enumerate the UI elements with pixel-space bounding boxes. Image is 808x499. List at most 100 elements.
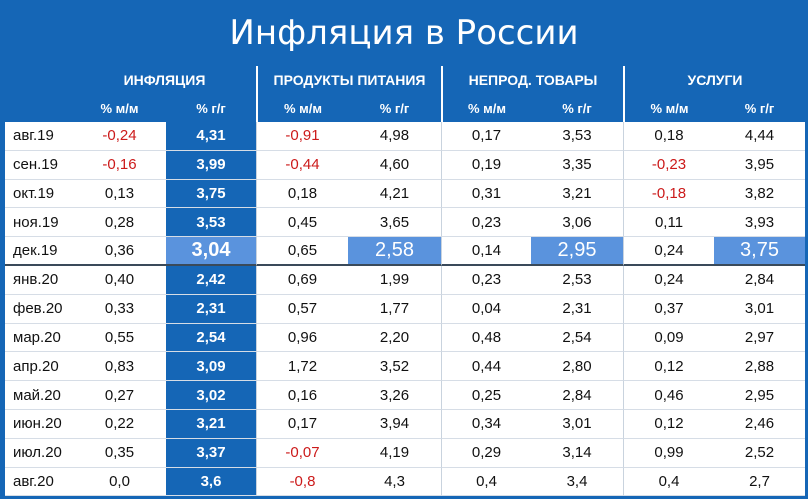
table-cell: 3,52 xyxy=(348,352,441,382)
table-cell: 3,94 xyxy=(348,410,441,439)
table-cell: 0,48 xyxy=(441,323,531,353)
table-cell: 4,19 xyxy=(348,439,441,468)
table-cell: 0,69 xyxy=(256,265,348,295)
table-cell: 2,84 xyxy=(714,266,805,295)
table-cell: 0,29 xyxy=(441,438,531,468)
row-label: янв.20 xyxy=(5,265,73,295)
table-cell: 0,04 xyxy=(441,294,531,324)
table-cell: 3,4 xyxy=(531,468,623,497)
table-cell: 0,35 xyxy=(73,439,166,468)
table-cell: 0,09 xyxy=(623,323,714,353)
table-cell: 0,83 xyxy=(73,352,166,382)
table-cell: 2,53 xyxy=(531,266,623,295)
table-cell: 0,23 xyxy=(441,208,531,238)
row-label: май.20 xyxy=(5,381,73,410)
table-cell: 0,36 xyxy=(73,237,166,266)
table-cell: 0,99 xyxy=(623,438,714,468)
subheader: % г/г xyxy=(531,94,623,122)
table-cell: 3,95 xyxy=(714,151,805,180)
table-cell: 2,46 xyxy=(714,410,805,439)
table-cell: 2,58 xyxy=(348,237,441,266)
table-cell: 3,04 xyxy=(166,237,256,266)
table-cell: 3,09 xyxy=(166,352,256,382)
table-cell: 0,24 xyxy=(623,265,714,295)
table-cell: -0,44 xyxy=(256,150,348,180)
table-cell: 2,84 xyxy=(531,381,623,410)
row-label: фев.20 xyxy=(5,294,73,324)
header-corner xyxy=(5,66,73,122)
table-cell: 0,31 xyxy=(441,179,531,209)
table-cell: 4,21 xyxy=(348,180,441,209)
table-cell: 0,18 xyxy=(623,122,714,151)
table-cell: -0,23 xyxy=(623,150,714,180)
table-cell: 2,97 xyxy=(714,324,805,353)
table-cell: 1,77 xyxy=(348,295,441,324)
table-cell: 0,0 xyxy=(73,468,166,497)
table-cell: 3,01 xyxy=(714,295,805,324)
subheader: % г/г xyxy=(348,94,441,122)
table-cell: 0,45 xyxy=(256,208,348,238)
subheader: % м/м xyxy=(441,94,531,122)
table-cell: 0,14 xyxy=(441,237,531,266)
table-cell: 0,17 xyxy=(256,409,348,439)
table-cell: 1,72 xyxy=(256,352,348,382)
group-header: НЕПРОД. ТОВАРЫ xyxy=(441,66,623,94)
table-cell: 2,80 xyxy=(531,352,623,382)
table-cell: 0,25 xyxy=(441,381,531,410)
table-cell: 2,95 xyxy=(714,381,805,410)
table-cell: 0,12 xyxy=(623,409,714,439)
table-cell: 2,54 xyxy=(531,324,623,353)
table-cell: 0,19 xyxy=(441,150,531,180)
table-cell: 3,14 xyxy=(531,439,623,468)
table-cell: 0,16 xyxy=(256,381,348,410)
table-cell: 3,01 xyxy=(531,410,623,439)
table-cell: 2,20 xyxy=(348,324,441,353)
table-cell: 2,31 xyxy=(166,294,256,324)
table-cell: 0,28 xyxy=(73,208,166,238)
table-cell: 2,42 xyxy=(166,265,256,295)
table-cell: 4,98 xyxy=(348,122,441,151)
table-cell: 4,44 xyxy=(714,122,805,151)
table-cell: 3,02 xyxy=(166,381,256,410)
table-cell: 3,99 xyxy=(166,150,256,180)
row-label: окт.19 xyxy=(5,179,73,209)
table-cell: 0,27 xyxy=(73,381,166,410)
table-cell: -0,91 xyxy=(256,122,348,151)
table-cell: 3,53 xyxy=(166,208,256,238)
table-cell: 3,37 xyxy=(166,438,256,468)
table-cell: 3,75 xyxy=(714,237,805,266)
table-cell: 0,22 xyxy=(73,410,166,439)
row-label: сен.19 xyxy=(5,150,73,180)
table-cell: 0,34 xyxy=(441,409,531,439)
subheader: % м/м xyxy=(256,94,348,122)
table-cell: 0,12 xyxy=(623,352,714,382)
table-cell: 0,24 xyxy=(623,237,714,266)
subheader: % м/м xyxy=(623,94,714,122)
table-grid: ИНФЛЯЦИЯ ПРОДУКТЫ ПИТАНИЯ НЕПРОД. ТОВАРЫ УС… xyxy=(5,66,805,497)
table-cell: -0,16 xyxy=(73,151,166,180)
row-label: мар.20 xyxy=(5,323,73,353)
table-cell: 2,88 xyxy=(714,352,805,382)
table-cell: 0,65 xyxy=(256,237,348,266)
table-cell: 0,4 xyxy=(623,467,714,497)
subheader: % г/г xyxy=(714,94,805,122)
table-cell: 3,93 xyxy=(714,208,805,238)
table-cell: 2,7 xyxy=(714,468,805,497)
table-cell: 3,21 xyxy=(166,409,256,439)
group-header: УСЛУГИ xyxy=(623,66,805,94)
table-cell: 0,13 xyxy=(73,180,166,209)
table-cell: 3,65 xyxy=(348,208,441,238)
table-cell: 3,53 xyxy=(531,122,623,151)
table-cell: -0,8 xyxy=(256,467,348,497)
table-cell: 0,44 xyxy=(441,352,531,382)
table-cell: 0,55 xyxy=(73,324,166,353)
row-label: июн.20 xyxy=(5,409,73,439)
table-cell: 3,06 xyxy=(531,208,623,238)
table-cell: 2,95 xyxy=(531,237,623,266)
table-cell: 0,57 xyxy=(256,294,348,324)
row-label: ноя.19 xyxy=(5,208,73,238)
table-cell: 1,99 xyxy=(348,266,441,295)
row-label: июл.20 xyxy=(5,438,73,468)
row-label: авг.19 xyxy=(5,122,73,151)
table-cell: 4,31 xyxy=(166,122,256,151)
